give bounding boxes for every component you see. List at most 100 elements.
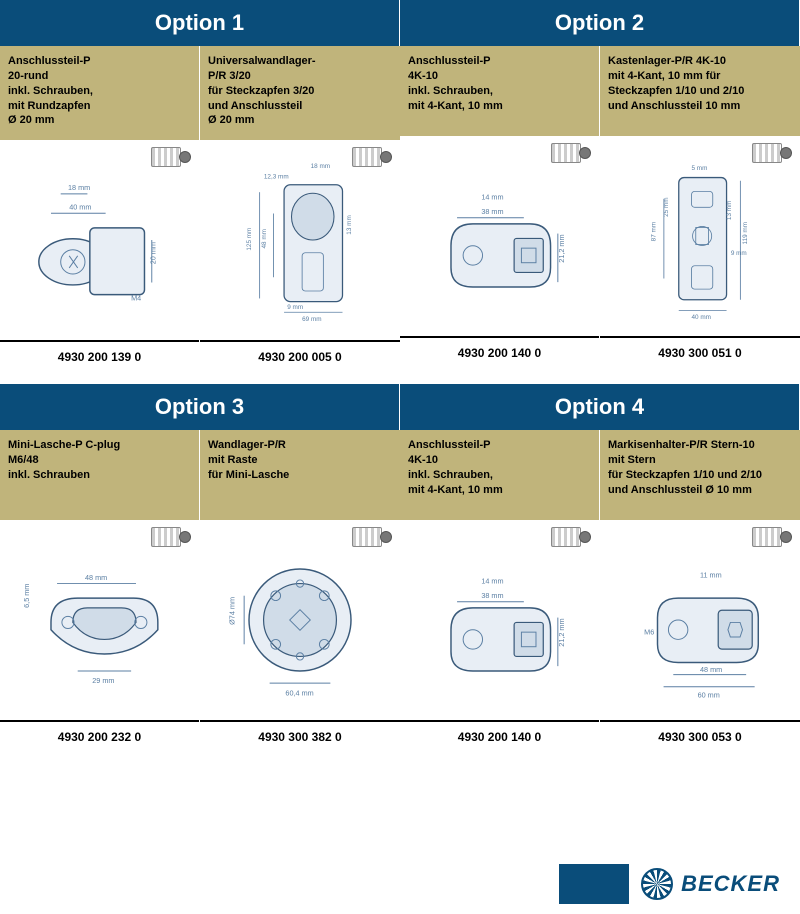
svg-text:M4: M4	[131, 294, 141, 303]
technical-drawing: 14 mm 38 mm 21,2 mm	[400, 136, 599, 336]
svg-text:29 mm: 29 mm	[92, 676, 114, 685]
tube-icon	[151, 146, 193, 168]
desc-line: 4K-10	[408, 70, 438, 82]
technical-drawing: 18 mm 12,3 mm 125 mm 48 mm 13 mm 69 mm 9…	[200, 140, 400, 340]
svg-text:38 mm: 38 mm	[481, 207, 503, 216]
desc-line: und Anschlussteil	[208, 100, 302, 112]
desc-line: für Steckzapfen 1/10 und 2/10	[608, 469, 762, 481]
tube-icon	[352, 146, 394, 168]
svg-text:21,2 mm: 21,2 mm	[557, 619, 566, 647]
desc-line: für Mini-Lasche	[208, 469, 289, 481]
part-number: 4930 200 232 0	[0, 720, 199, 758]
product-description: Universalwandlager- P/R 3/20 für Steckza…	[200, 46, 400, 140]
desc-line: Anschlussteil-P	[8, 55, 91, 67]
desc-line: mit 4-Kant, 10 mm	[408, 484, 503, 496]
option-4-product-a: Anschlussteil-P 4K-10 inkl. Schrauben, m…	[400, 430, 600, 758]
desc-line: Markisenhalter-P/R Stern-10	[608, 439, 755, 451]
svg-text:40 mm: 40 mm	[692, 314, 711, 321]
option-2: Option 2 Anschlussteil-P 4K-10 inkl. Sch…	[400, 0, 800, 378]
svg-text:119 mm: 119 mm	[742, 222, 749, 245]
part-number: 4930 300 053 0	[600, 720, 800, 758]
svg-text:60,4 mm: 60,4 mm	[285, 689, 313, 698]
svg-text:12,3 mm: 12,3 mm	[264, 174, 289, 181]
desc-line: für Steckzapfen 3/20	[208, 85, 314, 97]
product-description: Anschlussteil-P 4K-10 inkl. Schrauben, m…	[400, 430, 599, 520]
part-number: 4930 200 139 0	[0, 340, 199, 378]
svg-text:6,5 mm: 6,5 mm	[22, 584, 31, 608]
svg-text:25 mm: 25 mm	[663, 197, 670, 216]
tube-icon	[352, 526, 394, 548]
option-3: Option 3 Mini-Lasche-P C-plug M6/48 inkl…	[0, 384, 400, 758]
option-3-product-b: Wandlager-P/R mit Raste für Mini-Lasche	[200, 430, 400, 758]
svg-text:14 mm: 14 mm	[481, 193, 503, 202]
option-2-product-a: Anschlussteil-P 4K-10 inkl. Schrauben, m…	[400, 46, 600, 374]
logo-text: BECKER	[681, 871, 780, 897]
svg-text:14 mm: 14 mm	[481, 577, 503, 586]
footer-accent	[559, 864, 629, 904]
desc-line: mit 4-Kant, 10 mm	[408, 100, 503, 112]
svg-text:13 mm: 13 mm	[346, 215, 353, 234]
option-4-header: Option 4	[400, 384, 800, 430]
desc-line: 20-rund	[8, 70, 48, 82]
tube-icon	[551, 142, 593, 164]
desc-line: Mini-Lasche-P C-plug	[8, 439, 120, 451]
product-description: Wandlager-P/R mit Raste für Mini-Lasche	[200, 430, 400, 520]
technical-drawing: 18 mm 40 mm M4 20 mm	[0, 140, 199, 340]
product-description: Markisenhalter-P/R Stern-10 mit Stern fü…	[600, 430, 800, 520]
svg-text:48 mm: 48 mm	[85, 573, 107, 582]
desc-line: und Anschlussteil Ø 10 mm	[608, 484, 752, 496]
product-description: Anschlussteil-P 4K-10 inkl. Schrauben, m…	[400, 46, 599, 136]
svg-text:Ø74 mm: Ø74 mm	[227, 597, 236, 625]
svg-text:9 mm: 9 mm	[731, 250, 747, 257]
product-description: Mini-Lasche-P C-plug M6/48 inkl. Schraub…	[0, 430, 199, 520]
svg-text:11 mm: 11 mm	[700, 571, 722, 580]
desc-line: Anschlussteil-P	[408, 55, 491, 67]
option-1-product-a: Anschlussteil-P 20-rund inkl. Schrauben,…	[0, 46, 200, 378]
option-1: Option 1 Anschlussteil-P 20-rund inkl. S…	[0, 0, 400, 378]
part-number: 4930 200 140 0	[400, 720, 599, 758]
part-number: 4930 200 140 0	[400, 336, 599, 374]
desc-line: inkl. Schrauben,	[8, 85, 93, 97]
desc-line: und Anschlussteil 10 mm	[608, 100, 740, 112]
option-1-product-b: Universalwandlager- P/R 3/20 für Steckza…	[200, 46, 400, 378]
option-3-header: Option 3	[0, 384, 400, 430]
desc-line: M6/48	[8, 454, 39, 466]
desc-line: mit Rundzapfen	[8, 100, 91, 112]
svg-text:9 mm: 9 mm	[287, 304, 303, 311]
desc-line: Ø 20 mm	[8, 114, 54, 126]
svg-text:40 mm: 40 mm	[69, 203, 91, 212]
desc-line: mit Stern	[608, 454, 656, 466]
part-number: 4930 300 382 0	[200, 720, 400, 758]
catalog-grid: Option 1 Anschlussteil-P 20-rund inkl. S…	[0, 0, 800, 914]
option-3-product-a: Mini-Lasche-P C-plug M6/48 inkl. Schraub…	[0, 430, 200, 758]
svg-text:20 mm: 20 mm	[148, 242, 157, 264]
technical-drawing: 6,5 mm 48 mm 29 mm	[0, 520, 199, 720]
desc-line: Kastenlager-P/R 4K-10	[608, 55, 726, 67]
svg-text:125 mm: 125 mm	[246, 228, 253, 251]
technical-drawing: 14 mm 38 mm 21,2 mm	[400, 520, 599, 720]
technical-drawing: 11 mm M6 48 mm 60 mm	[600, 520, 800, 720]
svg-text:87 mm: 87 mm	[650, 222, 657, 241]
svg-text:48 mm: 48 mm	[261, 229, 268, 248]
desc-line: Steckzapfen 1/10 und 2/10	[608, 85, 744, 97]
row-bottom: Option 3 Mini-Lasche-P C-plug M6/48 inkl…	[0, 384, 800, 758]
option-2-header: Option 2	[400, 0, 800, 46]
svg-text:13 mm: 13 mm	[726, 201, 733, 220]
desc-line: Wandlager-P/R	[208, 439, 286, 451]
svg-text:48 mm: 48 mm	[700, 665, 722, 674]
row-top: Option 1 Anschlussteil-P 20-rund inkl. S…	[0, 0, 800, 378]
part-number: 4930 300 051 0	[600, 336, 800, 374]
brand-logo: BECKER	[641, 868, 800, 900]
svg-text:18 mm: 18 mm	[68, 183, 90, 192]
svg-text:M6: M6	[644, 628, 654, 637]
svg-text:18 mm: 18 mm	[311, 163, 330, 170]
svg-text:69 mm: 69 mm	[302, 316, 321, 323]
desc-line: mit Raste	[208, 454, 258, 466]
desc-line: Universalwandlager-	[208, 55, 316, 67]
desc-line: inkl. Schrauben,	[408, 85, 493, 97]
desc-line: inkl. Schrauben	[8, 469, 90, 481]
tube-icon	[752, 142, 794, 164]
svg-text:21,2 mm: 21,2 mm	[557, 234, 566, 262]
part-number: 4930 200 005 0	[200, 340, 400, 378]
svg-text:5 mm: 5 mm	[692, 165, 708, 172]
